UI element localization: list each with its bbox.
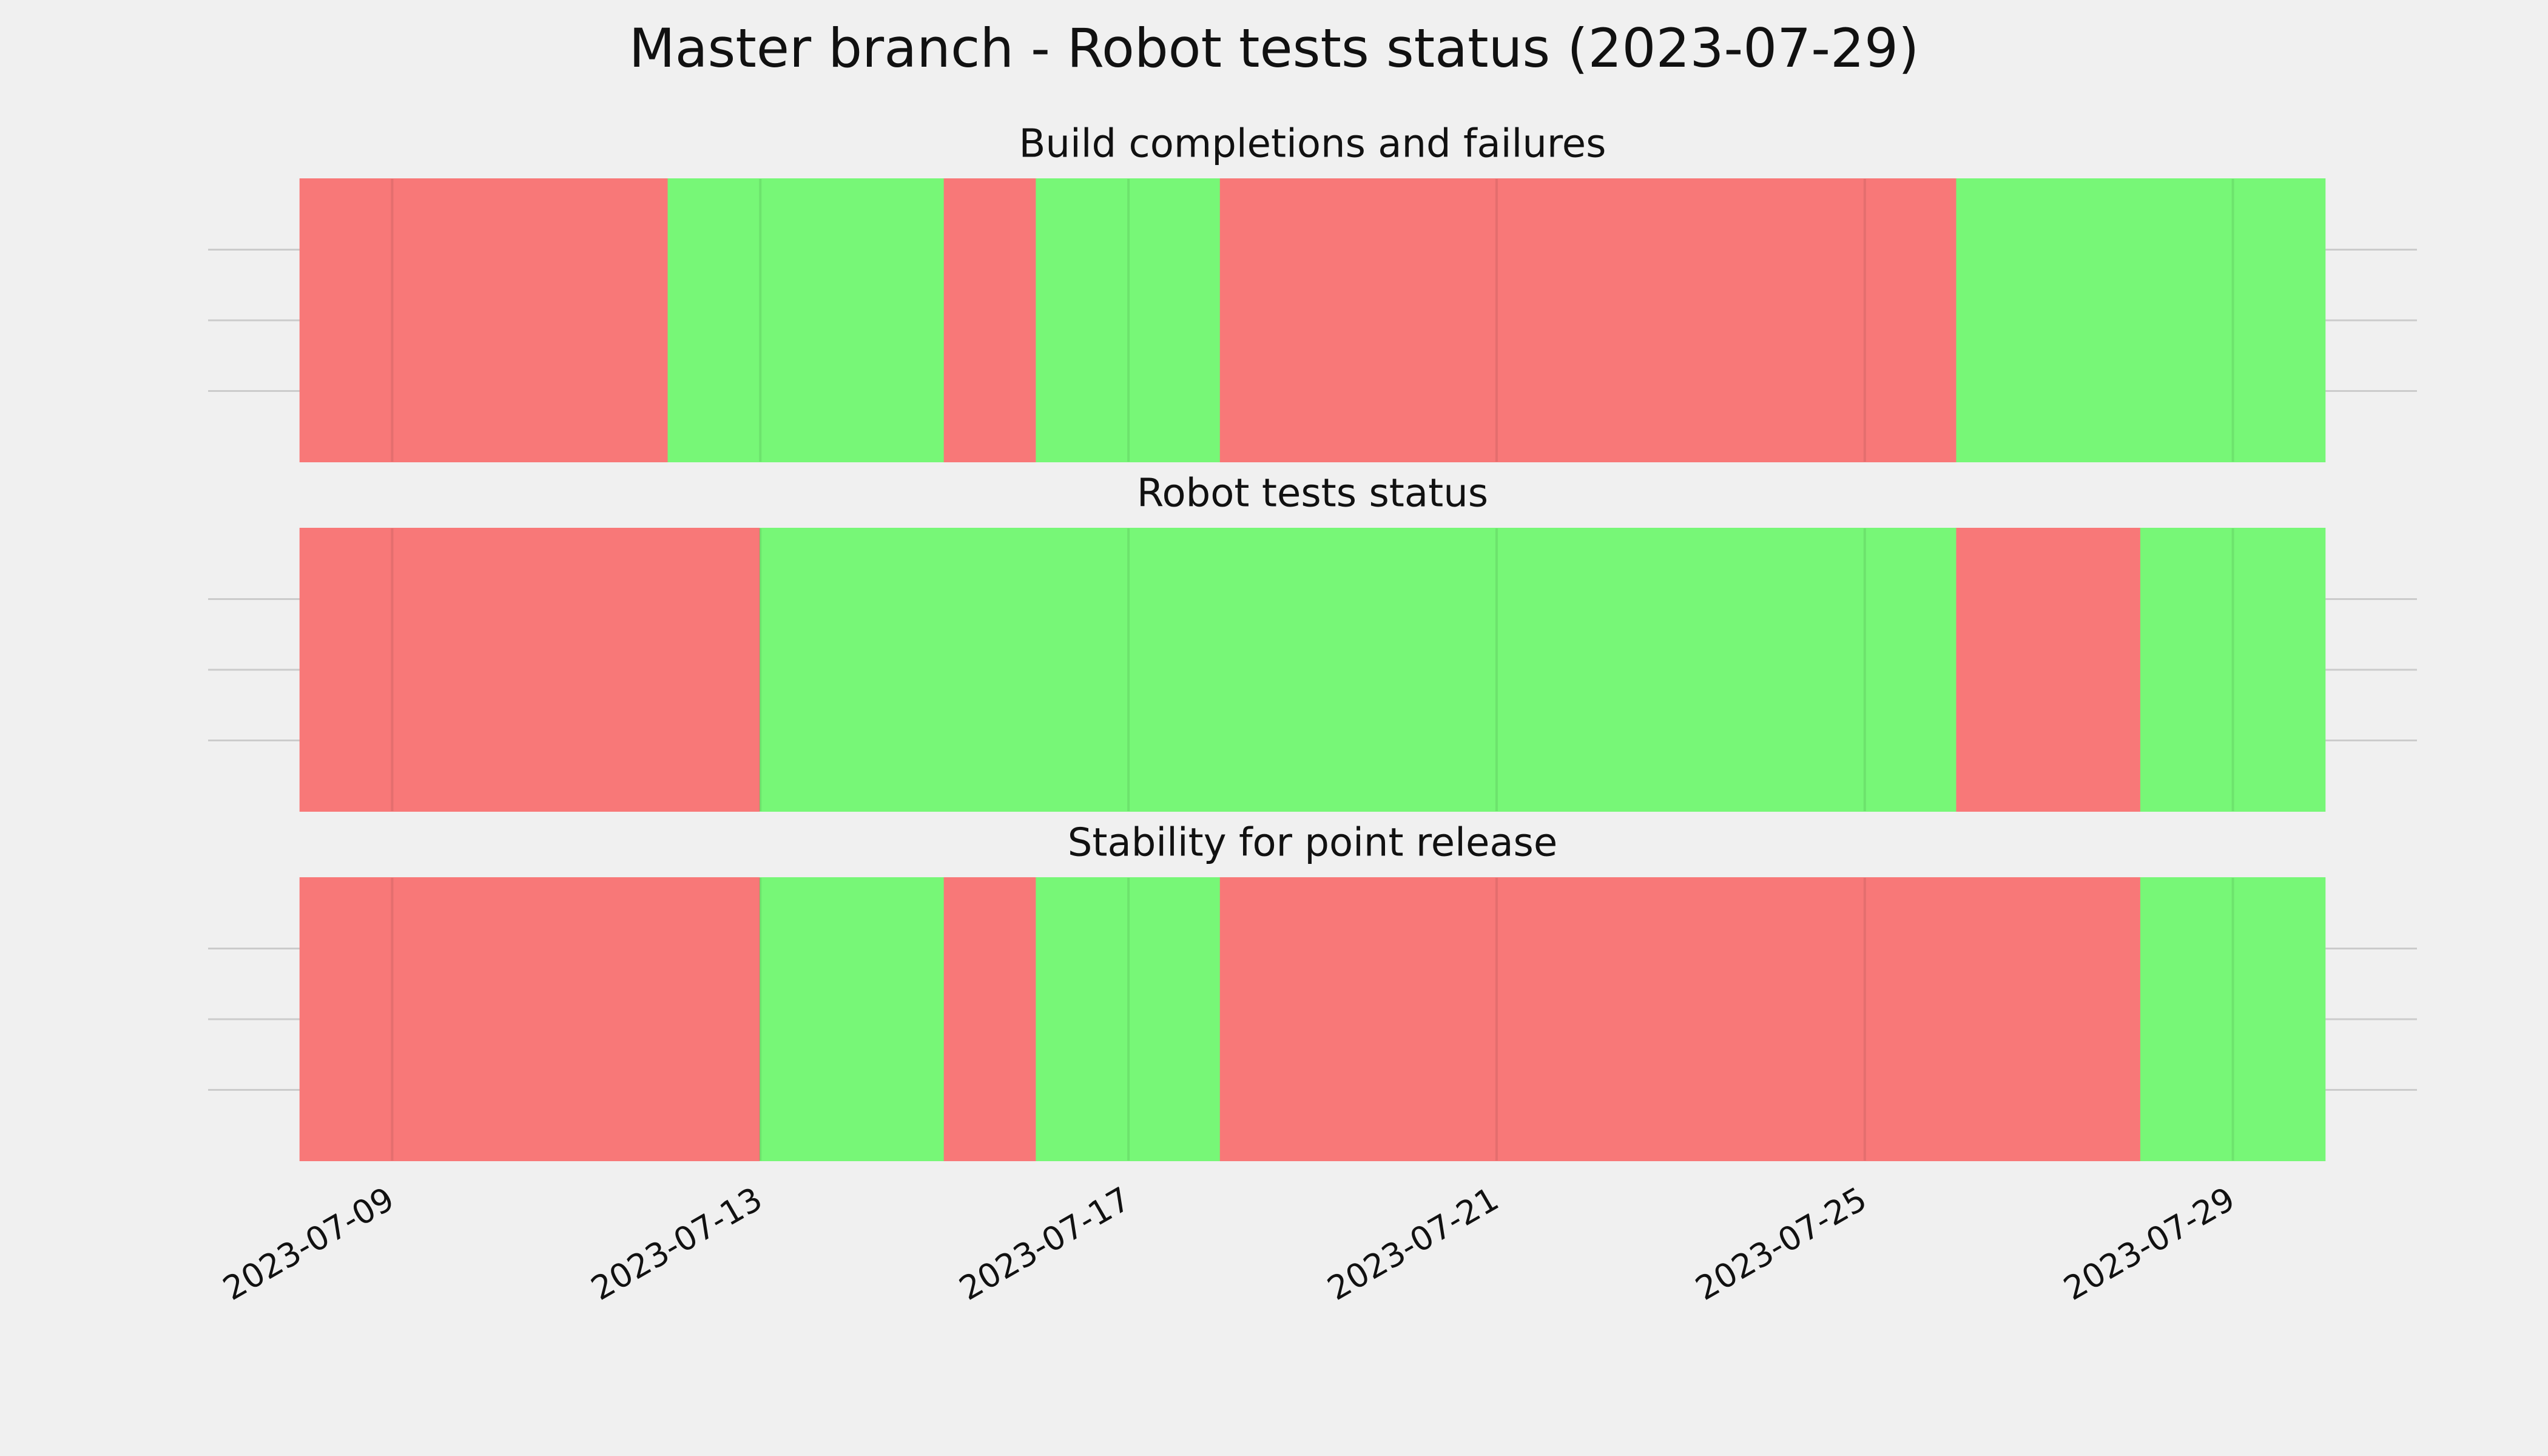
status-span [2140, 877, 2326, 1161]
status-span [1956, 528, 2142, 812]
status-span [1956, 178, 2326, 462]
status-span [299, 877, 761, 1161]
panel-title: Robot tests status [1137, 471, 1488, 516]
status-span [1036, 178, 1221, 462]
status-span [299, 178, 669, 462]
status-span [667, 178, 945, 462]
status-span [760, 528, 1958, 812]
panel-title: Stability for point release [1068, 821, 1558, 866]
status-span [943, 877, 1037, 1161]
status-span [2140, 528, 2326, 812]
status-span [1219, 178, 1958, 462]
status-span [1219, 877, 2142, 1161]
chart-title: Master branch - Robot tests status (2023… [629, 17, 1919, 79]
status-span [299, 528, 761, 812]
status-span [943, 178, 1037, 462]
status-span [760, 877, 945, 1161]
status-span [1036, 877, 1221, 1161]
panel-title: Build completions and failures [1019, 122, 1606, 167]
